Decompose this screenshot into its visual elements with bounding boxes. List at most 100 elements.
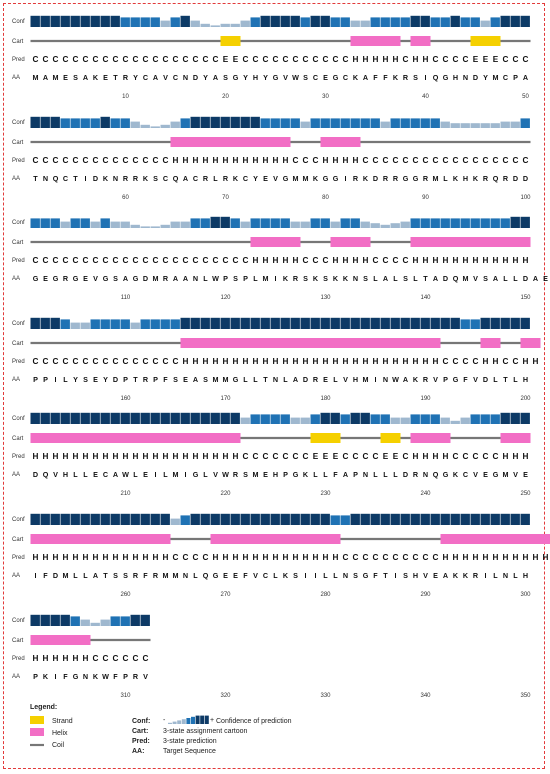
pred-letter: C: [513, 55, 519, 64]
aa-letter: S: [403, 571, 408, 580]
aa-letter: F: [63, 672, 68, 681]
conf-bar: [240, 317, 250, 329]
conf-bar: [470, 218, 480, 228]
row-label-pred: Pred: [12, 454, 25, 460]
pred-letter: H: [323, 357, 329, 366]
conf-bar: [180, 221, 190, 228]
conf-bar: [390, 17, 400, 27]
position-number: 30: [322, 94, 329, 100]
aa-letter: S: [303, 274, 308, 283]
aa-letter: T: [103, 571, 108, 580]
aa-letter: G: [103, 274, 109, 283]
aa-letter: F: [333, 470, 338, 479]
conf-bar: [490, 17, 500, 27]
aa-letter: M: [263, 274, 269, 283]
aa-letter: V: [473, 375, 478, 384]
pred-letter: C: [33, 55, 39, 64]
pred-letter: H: [423, 452, 429, 461]
aa-letter: C: [103, 470, 108, 479]
aa-letter: C: [193, 174, 198, 183]
pred-letter: C: [433, 55, 439, 64]
aa-letter: V: [423, 571, 428, 580]
conf-bar: [200, 412, 210, 424]
aa-letter: L: [333, 375, 338, 384]
pred-letter: H: [443, 452, 449, 461]
conf-bar: [200, 23, 210, 27]
pred-letter: H: [333, 553, 339, 562]
aa-letter: L: [273, 571, 278, 580]
pred-letter: C: [113, 256, 119, 265]
cartoon-helix: [30, 534, 171, 544]
position-number: 160: [120, 396, 131, 402]
conf-bar: [260, 218, 270, 228]
pred-letter: C: [63, 156, 69, 165]
aa-letter: M: [253, 470, 259, 479]
conf-bar: [130, 121, 140, 128]
pred-letter: C: [213, 256, 219, 265]
legend: Legend: Strand Helix Coil Conf: - + Confidence …: [30, 704, 292, 755]
aa-letter: S: [403, 274, 408, 283]
aa-letter: G: [443, 470, 449, 479]
aa-letter: G: [233, 375, 239, 384]
position-number: 80: [322, 195, 329, 201]
aa-letter: A: [153, 73, 158, 82]
pred-letter: C: [33, 357, 39, 366]
conf-bar: [400, 417, 410, 424]
legend-helix-swatch: [30, 728, 44, 736]
conf-bar: [210, 116, 220, 128]
aa-letter: E: [43, 274, 48, 283]
aa-letter: D: [473, 73, 478, 82]
pred-letter: H: [153, 452, 159, 461]
conf-bar: [160, 412, 170, 424]
row-label-aa: AA: [12, 472, 20, 478]
aa-letter: K: [313, 274, 319, 283]
position-number: 130: [320, 295, 331, 301]
aa-letter: L: [203, 274, 208, 283]
pred-letter: H: [243, 553, 249, 562]
conf-bar: [110, 616, 120, 626]
aa-letter: L: [193, 571, 198, 580]
conf-bar: [170, 319, 180, 329]
aa-letter: P: [353, 470, 358, 479]
conf-bar: [520, 15, 530, 27]
legend-conf-key: Conf:: [132, 718, 150, 725]
aa-letter: Y: [73, 375, 78, 384]
conf-bar: [140, 412, 150, 424]
conf-bar: [520, 118, 530, 128]
conf-bar: [330, 17, 340, 27]
pred-letter: C: [123, 357, 129, 366]
aa-letter: E: [433, 571, 438, 580]
conf-bar: [150, 126, 160, 128]
aa-letter: V: [513, 470, 518, 479]
pred-letter: C: [163, 256, 169, 265]
pred-letter: H: [213, 357, 219, 366]
position-number: 250: [520, 491, 531, 497]
pred-letter: H: [143, 553, 149, 562]
position-number: 300: [520, 592, 531, 598]
pred-letter: C: [493, 156, 499, 165]
pred-letter: C: [143, 156, 149, 165]
row-label-aa: AA: [12, 75, 20, 81]
pred-letter: E: [313, 452, 319, 461]
position-number: 230: [320, 491, 331, 497]
conf-bar: [80, 15, 90, 27]
conf-bar: [180, 118, 190, 128]
legend-conf-bar: [186, 718, 191, 724]
row-label-aa: AA: [12, 377, 20, 383]
aa-letter: A: [363, 73, 368, 82]
cartoon-helix: [410, 237, 531, 247]
pred-letter: C: [413, 156, 419, 165]
pred-letter: C: [163, 156, 169, 165]
conf-bar: [200, 218, 210, 228]
conf-bar: [180, 15, 190, 27]
pred-letter: C: [313, 256, 319, 265]
legend-conf-bar: [181, 719, 186, 724]
aa-letter: L: [393, 274, 398, 283]
pred-letter: C: [103, 55, 109, 64]
pred-letter: C: [453, 156, 459, 165]
pred-letter: H: [403, 357, 409, 366]
conf-bar: [470, 513, 480, 525]
aa-letter: G: [193, 470, 199, 479]
row-label-cart: Cart: [12, 240, 24, 246]
